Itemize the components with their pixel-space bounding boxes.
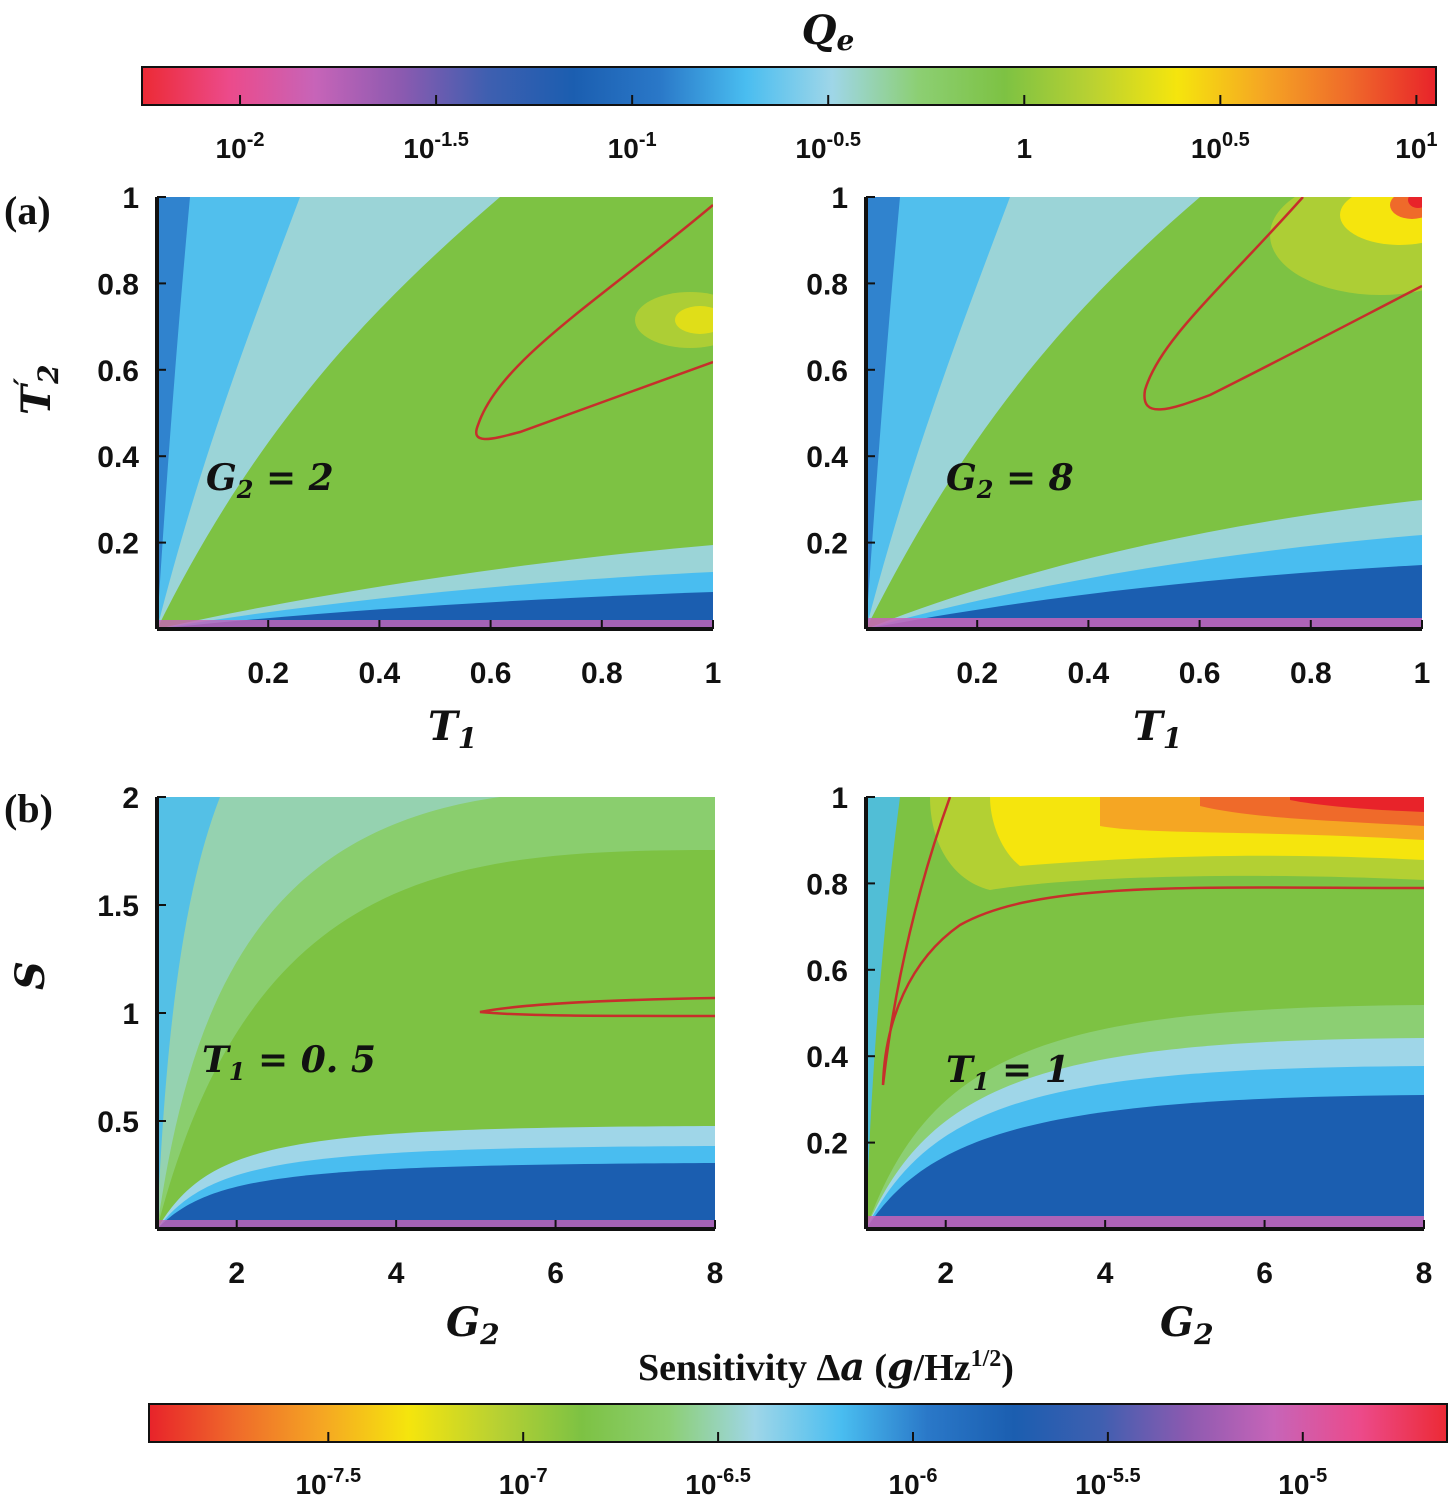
contour-b-t1-1 — [881, 797, 1424, 1086]
annotation-a-g2-8: G2 = 8 — [946, 457, 1074, 504]
colorbar-tick-label: 100.5 — [1191, 129, 1250, 164]
sensitivity-colorbar-title: Sensitivity Δa (g/Hz1/2) — [638, 1344, 1014, 1389]
qe-colorbar — [141, 66, 1437, 106]
y-tick-label: 2 — [122, 782, 139, 815]
sensitivity-colorbar — [148, 1403, 1448, 1443]
y-tick-label: 0.2 — [97, 528, 139, 561]
x-tick-label: 0.8 — [581, 657, 623, 690]
xlabel-b-1: G2 — [446, 1299, 500, 1351]
y-tick-label: 0.8 — [806, 268, 848, 301]
colorbar-tick-label: 101 — [1395, 129, 1437, 164]
y-tick-label: 0.8 — [97, 268, 139, 301]
x-tick-label: 1 — [705, 657, 722, 690]
colorbar-tick-label: 10-7.5 — [295, 1465, 361, 1500]
ylabel-a: T′2 — [8, 364, 65, 415]
sensitivity-colorbar-ticks: 10-7.5 10-7 10-6.5 10-6 10-5.5 10-5 — [295, 1432, 1327, 1500]
contour-b-t1-05 — [479, 996, 715, 1018]
colorbar-tick-label: 10-7 — [499, 1465, 548, 1500]
panel-label-a: (a) — [4, 188, 51, 233]
y-tick-label: 0.2 — [806, 1128, 848, 1161]
heatmap-b-t1-1 — [866, 797, 1424, 1229]
y-tick-label: 1.5 — [97, 890, 139, 923]
y-tick-label: 0.8 — [806, 868, 848, 901]
y-tick-label: 0.4 — [806, 441, 848, 474]
axes-a-g2-2: 0.2 0.4 0.6 0.8 1 1 0.8 0.6 0.4 0.2 — [97, 182, 721, 690]
y-tick-label: 0.4 — [97, 441, 139, 474]
xlabel-a-2: T1 — [1133, 703, 1182, 755]
colorbar-tick-label: 10-0.5 — [795, 129, 861, 164]
heatmap-a-g2-8 — [866, 197, 1422, 629]
colorbar-tick-label: 10-1.5 — [403, 129, 469, 164]
svg-text:T′2: T′2 — [8, 364, 65, 415]
colorbar-tick-label: 10-6 — [889, 1465, 938, 1500]
y-tick-label: 1 — [831, 782, 848, 815]
colorbar-tick-label: 10-6.5 — [685, 1465, 751, 1500]
x-tick-label: 0.2 — [247, 657, 289, 690]
x-tick-label: 2 — [228, 1257, 245, 1290]
heatmap-a-g2-2 — [157, 197, 713, 629]
y-tick-label: 0.2 — [806, 528, 848, 561]
y-tick-label: 0.6 — [97, 355, 139, 388]
y-tick-label: 0.6 — [806, 955, 848, 988]
x-tick-label: 0.4 — [359, 657, 401, 690]
axes-b-t1-1: 2 4 6 8 1 0.8 0.6 0.4 0.2 — [806, 782, 1432, 1290]
contour-a-g2-2 — [475, 204, 713, 441]
contour-a-g2-8 — [1143, 197, 1422, 411]
colorbar-tick-label: 10-2 — [216, 129, 265, 164]
x-tick-label: 4 — [388, 1257, 405, 1290]
x-tick-label: 0.2 — [956, 657, 998, 690]
xlabel-b-2: G2 — [1160, 1299, 1214, 1351]
x-tick-label: 8 — [707, 1257, 724, 1290]
qe-colorbar-title: Qe — [802, 7, 855, 57]
heatmap-b-t1-05 — [157, 797, 715, 1229]
x-tick-label: 4 — [1097, 1257, 1114, 1290]
x-tick-label: 2 — [937, 1257, 954, 1290]
axes-b-t1-05: 2 4 6 8 2 1.5 1 0.5 — [97, 782, 723, 1290]
y-tick-label: 0.5 — [97, 1106, 139, 1139]
x-tick-label: 6 — [547, 1257, 564, 1290]
colorbar-tick-label: 10-1 — [608, 129, 657, 164]
x-tick-label: 0.6 — [1179, 657, 1221, 690]
y-tick-label: 0.4 — [806, 1041, 848, 1074]
y-tick-label: 1 — [122, 182, 139, 215]
x-tick-label: 0.6 — [470, 657, 512, 690]
annotation-a-g2-2: G2 = 2 — [206, 457, 334, 504]
qe-colorbar-ticks: 10-2 10-1.5 10-1 10-0.5 1 100.5 101 — [216, 95, 1438, 164]
x-tick-label: 8 — [1416, 1257, 1433, 1290]
axes-a-g2-8: 0.2 0.4 0.6 0.8 1 1 0.8 0.6 0.4 0.2 — [806, 182, 1430, 690]
colorbar-tick-label: 10-5.5 — [1075, 1465, 1141, 1500]
colorbar-tick-label: 10-5 — [1278, 1465, 1327, 1500]
x-tick-label: 0.8 — [1290, 657, 1332, 690]
y-tick-label: 1 — [831, 182, 848, 215]
panel-label-b: (b) — [4, 786, 53, 831]
x-tick-label: 6 — [1256, 1257, 1273, 1290]
annotation-b-t1-1: T1 = 1 — [946, 1049, 1070, 1096]
y-tick-label: 1 — [122, 998, 139, 1031]
colorbar-tick-label: 1 — [1016, 133, 1032, 164]
y-tick-label: 0.6 — [806, 355, 848, 388]
annotation-b-t1-05: T1 = 0. 5 — [202, 1039, 376, 1086]
x-tick-label: 0.4 — [1068, 657, 1110, 690]
svg-text:S: S — [7, 961, 54, 990]
ylabel-b: S — [7, 961, 54, 990]
xlabel-a-1: T1 — [428, 703, 477, 755]
x-tick-label: 1 — [1414, 657, 1431, 690]
